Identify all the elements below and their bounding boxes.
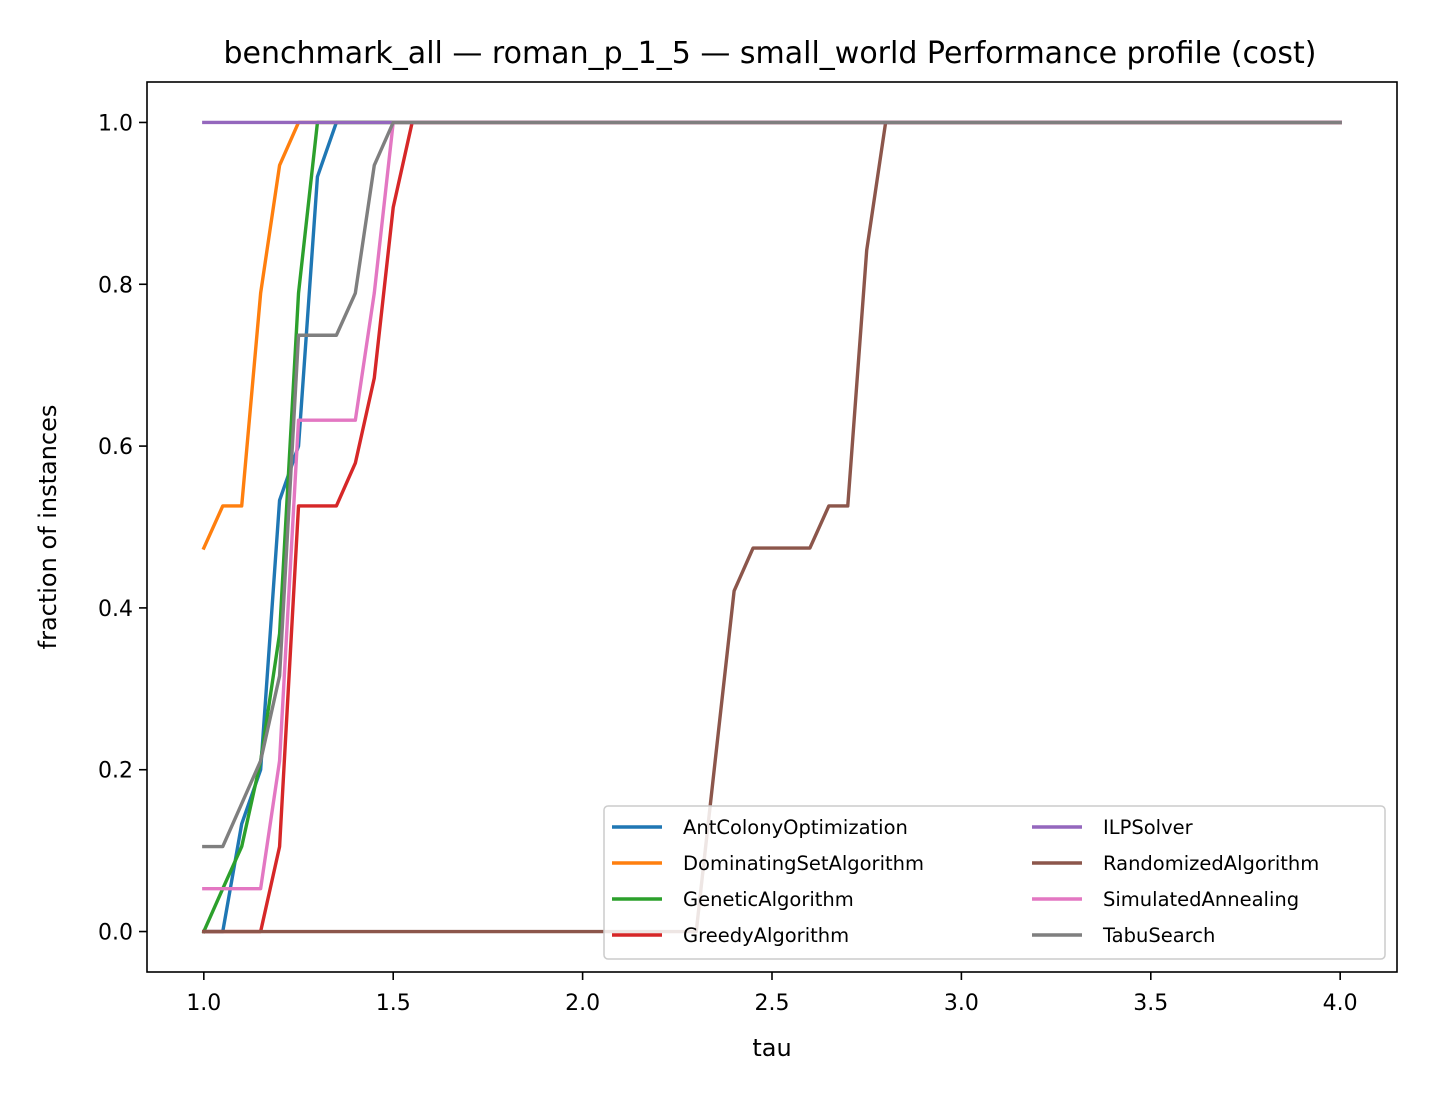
legend-label-2: GeneticAlgorithm: [683, 888, 854, 911]
y-tick-label: 1.0: [98, 111, 133, 136]
x-tick-label: 4.0: [1323, 991, 1358, 1016]
y-tick-label: 0.8: [98, 273, 133, 298]
x-tick-label: 2.0: [565, 991, 600, 1016]
y-tick-label: 0.4: [98, 597, 133, 622]
y-tick-label: 0.6: [98, 435, 133, 460]
chart-title: benchmark_all — roman_p_1_5 — small_worl…: [223, 36, 1316, 71]
series-line-5: [202, 120, 1342, 934]
legend-label-5: RandomizedAlgorithm: [1103, 852, 1319, 875]
legend-label-7: TabuSearch: [1102, 924, 1215, 947]
legend: AntColonyOptimization DominatingSetAlgori…: [603, 805, 1386, 960]
x-tick-label: 3.0: [944, 991, 979, 1016]
series-line-0: [202, 120, 1342, 934]
x-tick-label: 1.5: [376, 991, 411, 1016]
x-axis-label: tau: [752, 1034, 791, 1062]
legend-label-3: GreedyAlgorithm: [683, 924, 849, 947]
x-tick-label: 2.5: [755, 991, 790, 1016]
legend-label-6: SimulatedAnnealing: [1103, 888, 1299, 911]
x-tick-label: 1.0: [186, 991, 221, 1016]
y-tick-label: 0.2: [98, 759, 133, 784]
x-tick-label: 3.5: [1133, 991, 1168, 1016]
legend-frame: [603, 805, 1386, 960]
series-line-3: [202, 120, 1342, 934]
legend-label-1: DominatingSetAlgorithm: [683, 852, 924, 875]
series-line-6: [202, 120, 1342, 891]
x-axis: 1.0 1.5 2.0 2.5 3.0 3.5 4.0: [186, 972, 1358, 1016]
series-layer: [201, 120, 1342, 934]
y-tick-label: 0.0: [98, 921, 133, 946]
y-axis-label: fraction of instances: [34, 405, 62, 650]
legend-label-4: ILPSolver: [1103, 816, 1194, 839]
y-axis: 0.0 0.2 0.4 0.6 0.8 1.0: [98, 111, 147, 946]
series-line-7: [202, 120, 1342, 849]
legend-label-0: AntColonyOptimization: [683, 816, 908, 839]
series-line-2: [201, 120, 1342, 934]
